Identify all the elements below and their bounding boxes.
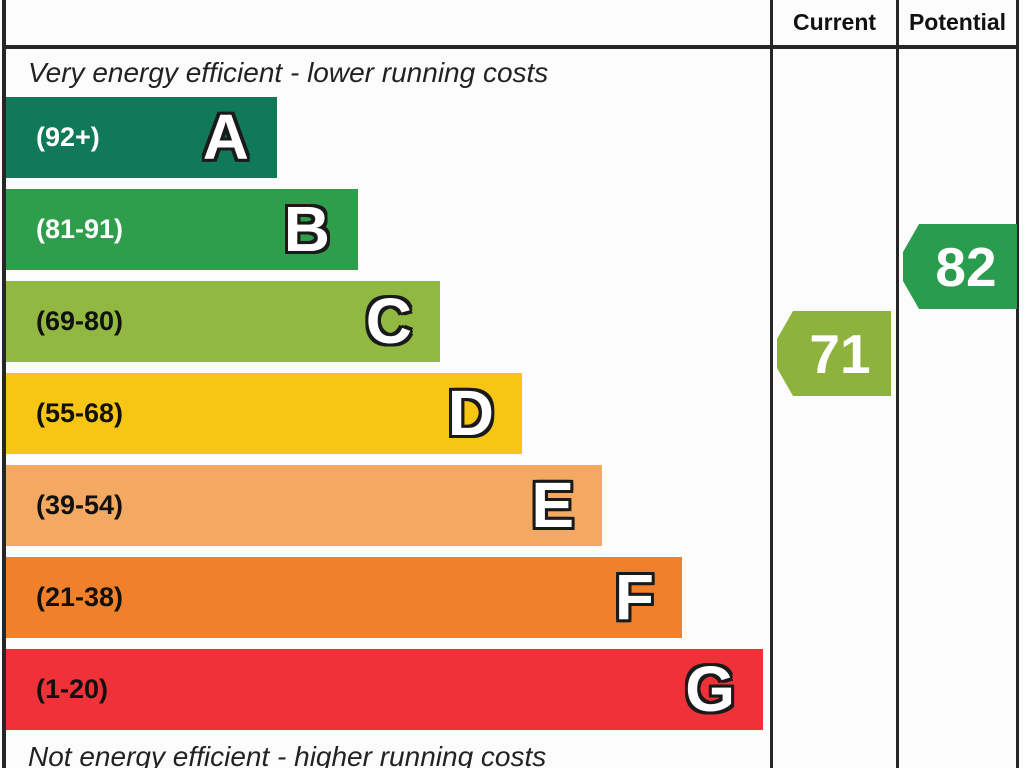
top-caption: Very energy efficient - lower running co… [28, 57, 549, 88]
band-g: (1-20) G [6, 649, 763, 730]
current-rating-value: 71 [809, 322, 871, 385]
current-column-divider [770, 0, 773, 768]
potential-column-header: Potential [908, 9, 1007, 35]
header-divider-line [2, 45, 1019, 49]
band-letter: F [614, 561, 654, 633]
band-letter: B [283, 193, 330, 265]
band-range-label: (55-68) [36, 398, 124, 428]
band-b: (81-91) B [6, 189, 358, 270]
band-range-label: (1-20) [36, 674, 109, 704]
band-letter: G [685, 653, 735, 725]
band-a: (92+) A [6, 97, 277, 178]
band-letter: D [447, 377, 494, 449]
potential-column-divider [896, 0, 899, 768]
current-column-header: Current [792, 9, 877, 35]
band-d: (55-68) D [6, 373, 522, 454]
left-border-line [2, 0, 6, 768]
potential-rating-value: 82 [935, 235, 997, 298]
band-range-label: (69-80) [36, 306, 124, 336]
band-letter: C [365, 285, 412, 357]
band-e: (39-54) E [6, 465, 602, 546]
band-range-label: (92+) [36, 122, 100, 152]
band-range-label: (81-91) [36, 214, 124, 244]
band-range-label: (39-54) [36, 490, 124, 520]
current-rating-badge: 71 [777, 311, 891, 396]
band-range-label: (21-38) [36, 582, 124, 612]
band-f: (21-38) F [6, 557, 682, 638]
bottom-caption: Not energy efficient - higher running co… [28, 741, 547, 768]
right-border-line [1016, 0, 1019, 768]
potential-rating-badge: 82 [903, 224, 1017, 309]
band-letter: A [202, 101, 249, 173]
band-c: (69-80) C [6, 281, 440, 362]
band-letter: E [531, 469, 574, 541]
rating-bands: (92+) A (81-91) B (69-80) C (55-68) D (39-54) E (2… [6, 97, 770, 741]
